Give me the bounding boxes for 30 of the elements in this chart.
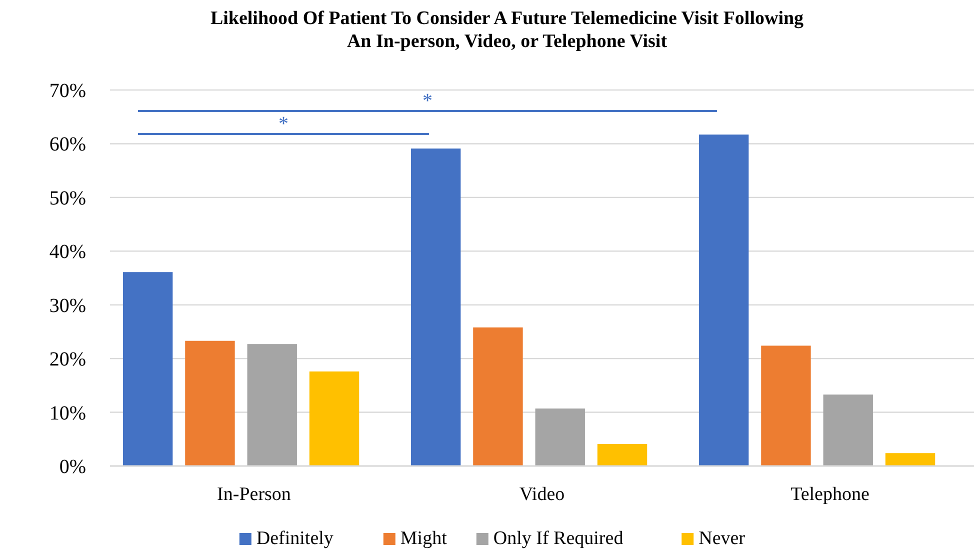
- annotation: *: [422, 90, 432, 112]
- chart-title: Likelihood Of Patient To Consider A Future Telemedicine Visit Following An In-person, Video, or Telephone Visit: [210, 8, 804, 52]
- legend-label: Only If Required: [493, 528, 624, 549]
- bar: [185, 340, 235, 466]
- y-tick-label: 10%: [49, 402, 86, 424]
- legend-label: Definitely: [256, 528, 334, 549]
- bar: [122, 272, 173, 466]
- y-tick-label: 30%: [49, 294, 86, 317]
- bar: [885, 453, 936, 466]
- bar: [473, 327, 523, 466]
- bar: [761, 346, 811, 466]
- bar: [309, 371, 360, 466]
- annotation: *: [278, 113, 288, 135]
- bar: [410, 148, 461, 466]
- legend-label: Might: [400, 528, 448, 549]
- y-tick-label: 0%: [59, 456, 86, 478]
- y-tick-label: 50%: [49, 187, 86, 210]
- bar: [247, 344, 297, 466]
- y-tick-label: 20%: [49, 348, 86, 371]
- x-tick-label: Video: [519, 484, 565, 505]
- x-tick-label: In-Person: [217, 484, 292, 505]
- x-tick-label: Telephone: [790, 484, 870, 505]
- legend-label: Never: [698, 528, 746, 549]
- y-tick-label: 70%: [49, 80, 86, 102]
- y-tick-label: 60%: [49, 134, 86, 156]
- bar: [597, 444, 648, 466]
- bar: [823, 394, 873, 466]
- bar: [698, 134, 749, 466]
- y-tick-label: 40%: [49, 241, 86, 264]
- bar: [535, 408, 585, 466]
